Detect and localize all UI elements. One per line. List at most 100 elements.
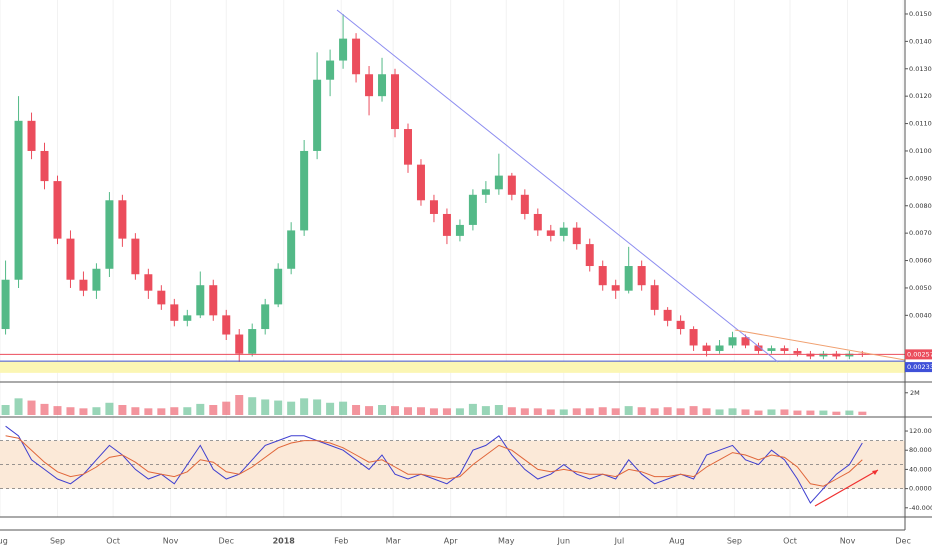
candle-body <box>365 74 374 97</box>
volume-bar <box>92 407 101 415</box>
candle-body <box>481 189 490 195</box>
volume-bar <box>131 407 140 415</box>
volume-bar <box>585 408 594 415</box>
candle-body <box>455 224 464 236</box>
volume-bar <box>481 406 490 415</box>
candle-body <box>507 175 516 195</box>
volume-bar <box>741 409 750 415</box>
volume-bar <box>429 408 438 415</box>
candle-body <box>248 329 257 354</box>
y-tick-label: -40.0000 <box>909 504 932 512</box>
volume-bar <box>352 405 361 415</box>
volume-bar <box>754 410 763 415</box>
candle-body <box>702 345 711 351</box>
volume-bar <box>559 409 568 415</box>
y-tick-label: 80.0000 <box>909 446 932 454</box>
candle-body <box>300 150 309 231</box>
candle-body <box>585 244 594 267</box>
volume-bar <box>845 410 854 415</box>
candle-body <box>624 266 633 291</box>
volume-bar <box>416 407 425 415</box>
x-tick-label: Oct <box>106 537 120 546</box>
candle-body <box>222 315 231 335</box>
price-label: 0.002575 <box>907 350 932 358</box>
y-tick-label: 0.0000 <box>909 485 932 493</box>
annotation-arrow <box>814 469 879 507</box>
volume-bar <box>767 409 776 415</box>
volume-bar <box>287 401 296 415</box>
candle-body <box>339 38 348 61</box>
x-tick-label: Dec <box>895 537 910 546</box>
x-tick-label: Sep <box>50 537 65 546</box>
trend-line <box>336 9 779 363</box>
price-label-box <box>905 349 932 360</box>
volume-bar <box>378 405 387 415</box>
y-tick-label: 0.015000 <box>909 10 932 18</box>
volume-bar <box>209 405 218 415</box>
x-tick-label: Sep <box>727 537 742 546</box>
support-zone <box>0 361 905 373</box>
x-tick-label: Jun <box>557 537 571 546</box>
volume-bar <box>663 407 672 415</box>
volume-bar <box>715 409 724 415</box>
volume-bar <box>832 411 841 415</box>
y-tick-label: 0.013000 <box>909 65 932 73</box>
arrow-head <box>872 470 878 475</box>
x-tick-label: Aug <box>0 537 8 546</box>
volume-bar <box>170 407 179 415</box>
volume-bar <box>40 403 49 415</box>
volume-bar <box>806 410 815 415</box>
y-tick-label: 0.009000 <box>909 174 932 182</box>
price-label-box <box>905 362 932 373</box>
candle-body <box>832 353 841 357</box>
y-tick-label: 0.004000 <box>909 311 932 319</box>
candle-body <box>533 213 542 231</box>
candle-body <box>118 200 127 239</box>
volume-bar <box>546 409 555 415</box>
x-tick-label: Feb <box>334 537 348 546</box>
x-tick-label: Nov <box>840 537 856 546</box>
y-tick-label: 2M <box>910 389 920 397</box>
volume-bar <box>248 397 257 415</box>
volume-bar <box>780 409 789 415</box>
candle-body <box>663 309 672 321</box>
volume-bar <box>442 408 451 415</box>
candle-body <box>494 175 503 190</box>
volume-bar <box>261 399 270 415</box>
y-tick-label: 0.008000 <box>909 202 932 210</box>
x-tick-label: Aug <box>669 537 685 546</box>
candle-body <box>741 337 750 346</box>
y-tick-label: 40.0000 <box>909 465 932 473</box>
candle-body <box>196 285 205 316</box>
candle-body <box>287 230 296 269</box>
candle-body <box>676 320 685 330</box>
volume-bar <box>53 406 62 415</box>
candle-body <box>689 329 698 346</box>
y-tick-label: 0.005000 <box>909 284 932 292</box>
candle-body <box>27 120 36 151</box>
volume-bar <box>598 407 607 415</box>
candle-body <box>429 200 438 214</box>
volume-bar <box>611 408 620 415</box>
volume-bar <box>391 406 400 415</box>
candle-body <box>442 213 451 236</box>
candle-body <box>637 266 646 286</box>
candle-body <box>79 279 88 291</box>
x-tick-label: Oct <box>783 537 797 546</box>
candle-body <box>92 268 101 291</box>
candle-body <box>261 304 270 330</box>
volume-bar <box>235 395 244 415</box>
candle-body <box>352 38 361 75</box>
plot-marks <box>0 13 905 504</box>
trend-line <box>734 329 906 361</box>
candle-body <box>780 348 789 351</box>
candle-body <box>819 353 828 357</box>
candle-body <box>845 353 854 357</box>
x-tick-label: Apr <box>444 537 459 546</box>
volume-bar <box>624 406 633 415</box>
candle-body <box>313 79 322 151</box>
oscillator-line <box>5 425 863 504</box>
candle-body <box>793 350 802 354</box>
volume-bar <box>66 407 75 415</box>
